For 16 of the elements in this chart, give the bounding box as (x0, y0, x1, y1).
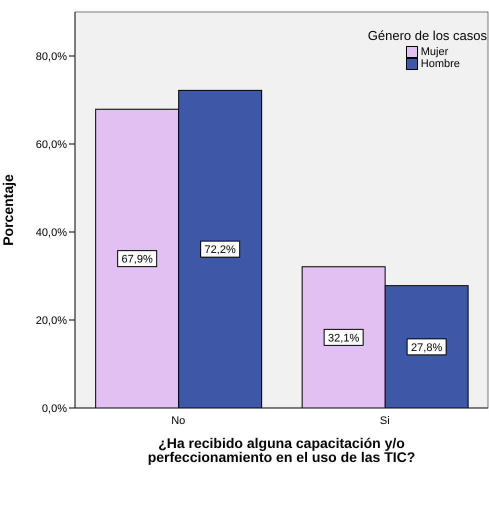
data-label: 67,9% (122, 254, 153, 266)
y-tick-label: 20,0% (36, 314, 68, 327)
y-tick-label: 0,0% (42, 402, 68, 415)
x-axis-title: ¿Ha recibido alguna capacitación y/o perfeccionamiento en el uso de las TIC? (148, 435, 416, 465)
data-label: 27,8% (411, 342, 442, 354)
y-tick-label: 60,0% (36, 138, 68, 151)
y-axis-title: Porcentaje (0, 174, 16, 246)
data-label: 72,2% (204, 244, 236, 256)
y-tick-label: 40,0% (36, 226, 68, 239)
x-tick-label: Si (380, 414, 390, 427)
legend-label: Mujer (420, 46, 450, 58)
y-tick-label: 80,0% (36, 50, 68, 63)
legend-title: Género de los casos (368, 28, 487, 43)
x-tick-label: No (171, 414, 186, 427)
legend-label: Hombre (420, 58, 461, 70)
data-label: 32,1% (328, 332, 360, 344)
